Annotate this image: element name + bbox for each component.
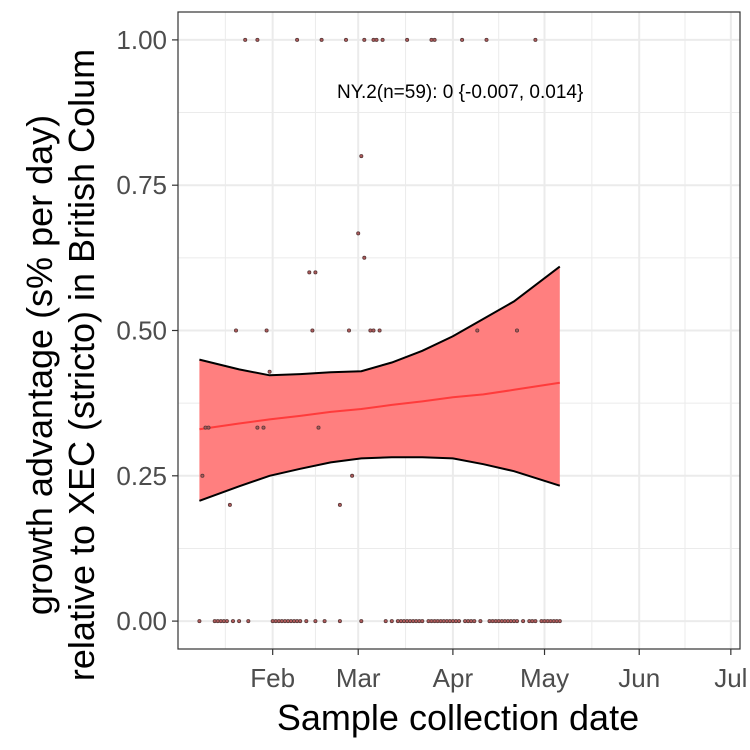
data-point xyxy=(230,619,235,624)
data-point xyxy=(243,37,248,42)
data-point xyxy=(313,619,318,624)
data-point xyxy=(460,37,465,42)
data-point xyxy=(346,328,351,333)
data-point xyxy=(383,619,388,624)
x-tick-label: Jun xyxy=(618,663,660,693)
data-point xyxy=(319,37,324,42)
data-point xyxy=(313,270,318,275)
data-point xyxy=(337,619,342,624)
x-tick-label: Jul xyxy=(714,663,747,693)
data-point xyxy=(362,37,367,42)
data-point xyxy=(307,270,312,275)
data-point xyxy=(255,37,260,42)
y-tick-label: 0.75 xyxy=(116,170,167,200)
data-point xyxy=(316,425,321,430)
data-point xyxy=(322,619,327,624)
data-point xyxy=(359,619,364,624)
data-point xyxy=(515,619,520,624)
data-point xyxy=(350,473,355,478)
ribbon-lower-edge xyxy=(199,456,561,502)
data-point xyxy=(298,619,303,624)
y-axis-ticks: 0.00 0.25 0.50 0.75 1.00 xyxy=(116,25,178,636)
data-point xyxy=(456,619,461,624)
x-tick-label: May xyxy=(520,663,569,693)
data-point xyxy=(264,328,269,333)
data-point xyxy=(267,369,272,374)
data-point xyxy=(405,37,410,42)
data-point xyxy=(478,619,483,624)
x-tick-label: Feb xyxy=(250,663,295,693)
data-point xyxy=(237,619,242,624)
data-points xyxy=(197,37,562,624)
data-point xyxy=(389,619,394,624)
x-tick-label: Apr xyxy=(433,663,474,693)
data-point xyxy=(371,328,376,333)
data-point xyxy=(533,619,538,624)
data-point xyxy=(484,37,489,42)
data-point xyxy=(200,473,205,478)
y-tick-label: 0.25 xyxy=(116,461,167,491)
confidence-ribbon xyxy=(199,266,560,501)
y-tick-label: 1.00 xyxy=(116,25,167,55)
data-point xyxy=(246,619,251,624)
data-point xyxy=(420,619,425,624)
data-point xyxy=(261,425,266,430)
data-point xyxy=(533,37,538,42)
y-tick-label: 0.50 xyxy=(116,316,167,346)
fit-line xyxy=(199,381,560,431)
data-point xyxy=(337,502,342,507)
data-point xyxy=(197,619,202,624)
data-point xyxy=(432,37,437,42)
data-point xyxy=(359,154,364,159)
y-axis-title-line-2: relative to XEC (stricto) in British Col… xyxy=(61,49,102,681)
data-point xyxy=(475,328,480,333)
annotation: NY.2(n=59): 0 {-0.007, 0.014} xyxy=(337,82,583,103)
data-point xyxy=(377,328,382,333)
data-point xyxy=(304,619,309,624)
data-point xyxy=(557,619,562,624)
y-axis-title: growth advantage (s% per day) relative t… xyxy=(19,49,102,681)
x-tick-label: Mar xyxy=(336,663,381,693)
data-point xyxy=(295,37,300,42)
data-point xyxy=(310,328,315,333)
data-point xyxy=(362,255,367,260)
data-point xyxy=(227,502,232,507)
data-point xyxy=(356,231,361,236)
data-point xyxy=(515,328,520,333)
y-axis-title-line-1: growth advantage (s% per day) xyxy=(19,115,60,615)
data-point xyxy=(224,619,229,624)
x-axis-ticks: Feb Mar Apr May Jun Jul xyxy=(250,649,747,693)
x-axis-title: Sample collection date xyxy=(277,697,639,738)
data-point xyxy=(255,425,260,430)
data-point xyxy=(206,425,211,430)
data-point xyxy=(472,619,477,624)
data-point xyxy=(343,37,348,42)
data-point xyxy=(233,328,238,333)
data-point xyxy=(380,37,385,42)
data-point xyxy=(374,37,379,42)
ribbon-upper-edge xyxy=(199,265,561,377)
y-tick-label: 0.00 xyxy=(116,606,167,636)
data-point xyxy=(521,619,526,624)
